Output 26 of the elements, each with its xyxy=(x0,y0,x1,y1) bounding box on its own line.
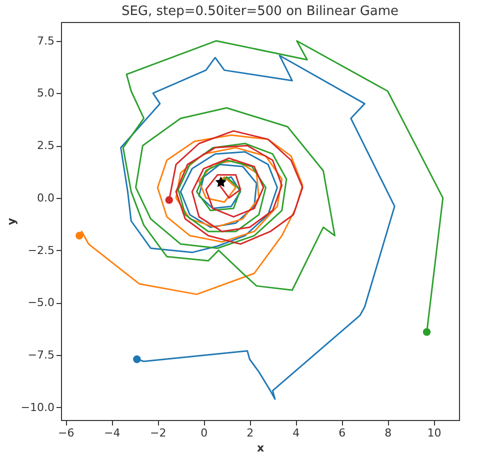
line-series xyxy=(120,54,396,400)
point xyxy=(215,176,227,188)
x-axis-title: x xyxy=(256,442,264,454)
point xyxy=(165,196,173,204)
y-tick-label: 0.0 xyxy=(37,191,54,204)
point xyxy=(133,355,141,364)
y-tick-label: 2.5 xyxy=(37,139,54,152)
y-tick-label: 5.0 xyxy=(37,86,54,100)
x-tick-label: −6 xyxy=(58,426,74,440)
x-tick-label: 6 xyxy=(338,426,346,440)
y-tick-label: −2.5 xyxy=(28,244,54,257)
x-tick-label: 8 xyxy=(384,426,392,440)
x-tick-label: 2 xyxy=(246,426,254,440)
x-tick-label: −2 xyxy=(150,426,166,440)
x-tick-label: −4 xyxy=(104,426,120,440)
y-tick-label: −7.5 xyxy=(28,348,54,362)
y-axis-title: y xyxy=(4,218,18,226)
x-tick-label: 4 xyxy=(292,426,300,440)
chart-title: SEG, step=0.50iter=500 on Bilinear Game xyxy=(121,4,399,19)
y-tick-label: −5.0 xyxy=(28,296,54,310)
y-tick-label: 7.5 xyxy=(37,34,54,48)
x-tick-label: 10 xyxy=(427,426,442,440)
point xyxy=(76,232,84,240)
y-tick-label: −10.0 xyxy=(20,400,54,414)
x-tick-label: 0 xyxy=(200,426,208,440)
point xyxy=(422,328,431,336)
